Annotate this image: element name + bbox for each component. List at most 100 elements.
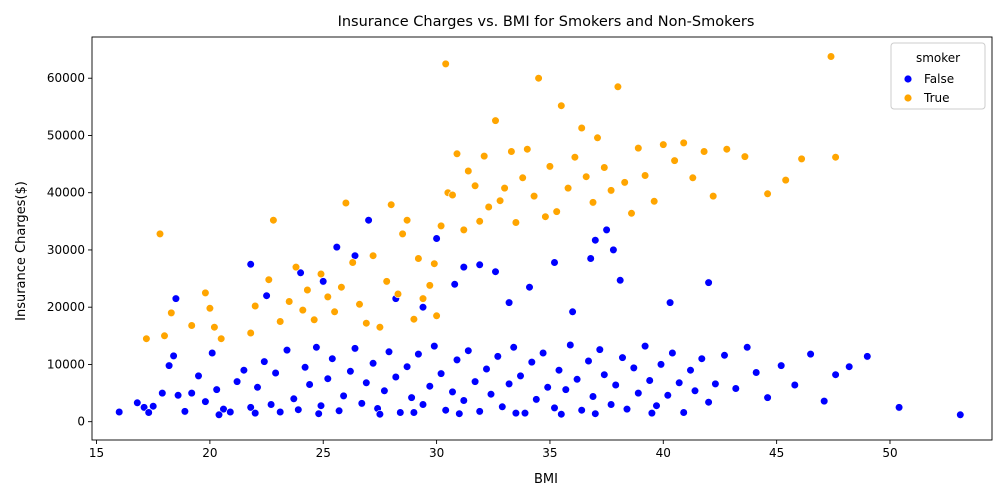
data-point <box>328 354 337 363</box>
data-point <box>414 350 423 359</box>
data-point <box>640 342 650 351</box>
data-point <box>246 328 255 338</box>
data-point <box>482 364 491 374</box>
x-tick-label: 35 <box>542 446 557 460</box>
data-point <box>425 382 434 391</box>
data-point <box>418 400 428 409</box>
data-point <box>656 360 666 369</box>
data-point <box>509 343 518 352</box>
data-point <box>407 393 416 402</box>
data-point <box>505 379 514 389</box>
data-point <box>165 361 174 370</box>
data-point <box>686 366 695 375</box>
data-point <box>831 370 840 379</box>
data-point <box>459 263 468 272</box>
data-point <box>409 315 419 324</box>
data-point <box>591 409 600 418</box>
data-point <box>577 123 586 133</box>
data-point <box>616 276 625 285</box>
data-point <box>387 200 396 209</box>
data-point <box>169 351 178 361</box>
data-point <box>375 323 385 332</box>
data-point <box>634 389 643 398</box>
data-point <box>362 319 371 328</box>
data-point <box>606 186 616 195</box>
data-point <box>752 368 761 377</box>
data-point <box>448 387 457 397</box>
data-point <box>253 383 262 392</box>
data-point <box>534 74 543 83</box>
data-point <box>430 259 439 268</box>
data-point <box>346 367 355 376</box>
y-tick-label: 60000 <box>47 71 85 85</box>
data-point <box>668 348 677 358</box>
data-point <box>115 407 124 417</box>
data-point <box>520 409 530 418</box>
data-point <box>554 366 564 375</box>
data-point <box>529 192 539 201</box>
data-point <box>219 405 228 414</box>
data-point <box>659 140 668 149</box>
data-point <box>679 408 688 417</box>
data-point <box>652 401 661 410</box>
data-point <box>550 258 559 267</box>
data-point <box>552 207 561 216</box>
data-point <box>180 407 189 416</box>
data-point <box>588 198 598 207</box>
data-point <box>863 352 872 361</box>
legend-title: smoker <box>916 51 960 65</box>
data-point <box>763 189 772 198</box>
data-point <box>316 269 326 279</box>
data-point <box>314 409 323 418</box>
data-point <box>561 385 570 394</box>
data-point <box>398 229 407 238</box>
data-point <box>491 267 500 276</box>
data-point <box>493 352 502 361</box>
data-point <box>233 377 242 386</box>
data-point <box>226 407 235 417</box>
data-point <box>471 377 480 386</box>
data-point <box>471 181 480 190</box>
data-point <box>403 216 412 225</box>
data-point <box>665 298 675 307</box>
data-point <box>781 176 790 185</box>
data-point <box>289 394 298 403</box>
data-point <box>437 369 446 378</box>
data-point <box>609 245 618 254</box>
data-point <box>459 225 468 234</box>
data-point <box>282 346 292 355</box>
data-point <box>208 348 217 358</box>
legend-marker-true <box>903 93 913 103</box>
data-point <box>634 144 643 153</box>
x-tick-label: 50 <box>882 446 897 460</box>
data-point <box>260 357 269 366</box>
data-point <box>645 376 654 385</box>
data-point <box>763 393 772 402</box>
data-point <box>675 378 684 387</box>
data-point <box>806 350 815 359</box>
data-point <box>396 408 405 417</box>
data-point <box>441 406 450 415</box>
y-tick-label: 50000 <box>47 128 85 142</box>
axes-layer: 15 20 25 30 35 40 45 50 0 10000 20000 30000 40000 500… <box>47 36 993 460</box>
data-point <box>160 331 169 340</box>
data-point <box>600 163 609 172</box>
data-point <box>285 297 294 306</box>
data-point <box>613 82 623 91</box>
data-point <box>316 401 326 410</box>
data-point <box>550 403 559 413</box>
data-point <box>709 192 718 201</box>
data-point <box>323 374 332 383</box>
data-point <box>545 162 555 171</box>
data-point <box>403 362 412 371</box>
data-point <box>532 395 541 404</box>
data-point <box>380 386 389 395</box>
data-point <box>523 145 532 154</box>
data-point <box>629 363 638 373</box>
data-point <box>414 254 423 263</box>
data-point <box>432 234 441 243</box>
data-point <box>557 101 566 110</box>
data-point <box>369 359 378 368</box>
points-layer <box>115 52 965 419</box>
